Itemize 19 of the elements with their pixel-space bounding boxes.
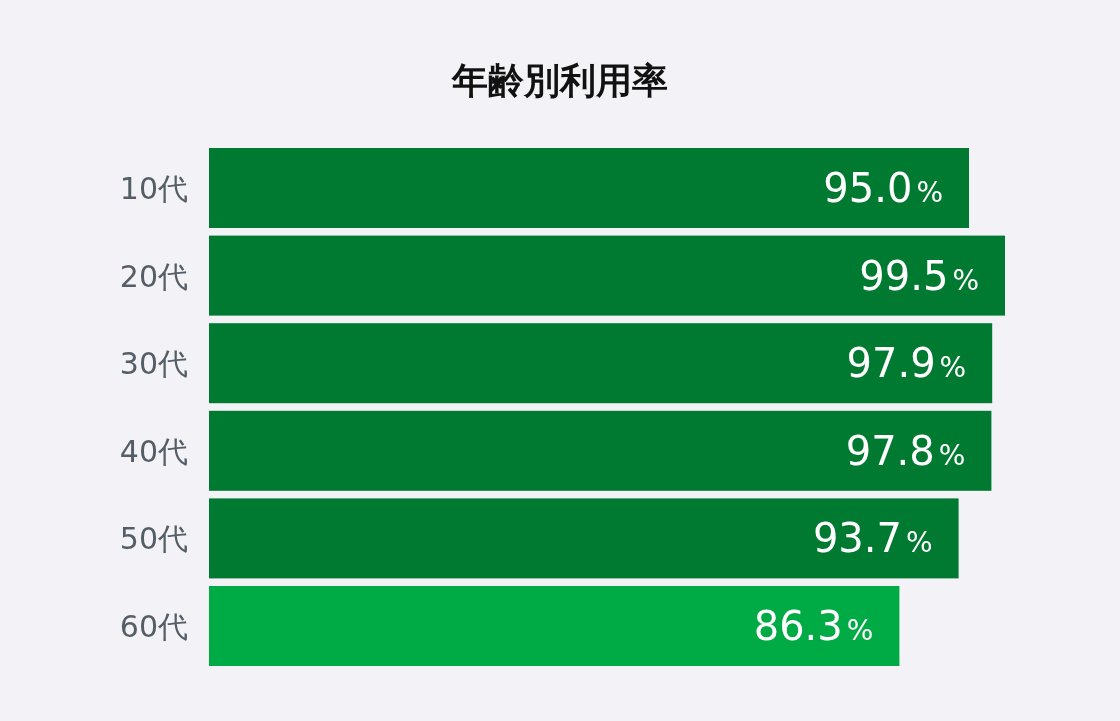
bar: 86.3% <box>209 586 900 666</box>
y-tick-label: 50代 <box>119 521 188 557</box>
bar: 95.0% <box>209 148 969 228</box>
data-label: 86.3% <box>753 603 874 649</box>
bar: 97.8% <box>209 410 992 491</box>
data-label: 99.5% <box>859 252 979 299</box>
data-label: 97.9% <box>846 340 967 387</box>
bar: 99.5% <box>209 235 1005 316</box>
bar: 97.9% <box>209 323 993 404</box>
y-tick-label: 60代 <box>119 609 188 644</box>
data-label: 93.7% <box>812 515 933 562</box>
data-label: 97.8% <box>845 427 966 474</box>
data-label: 95.0% <box>823 165 943 211</box>
y-tick-label: 10代 <box>119 171 188 206</box>
chart-title: 年齢別利用率 <box>451 60 668 101</box>
bar: 93.7% <box>209 498 959 579</box>
y-tick-label: 40代 <box>119 433 188 469</box>
y-tick-label: 30代 <box>119 346 188 382</box>
y-tick-label: 20代 <box>119 258 188 294</box>
